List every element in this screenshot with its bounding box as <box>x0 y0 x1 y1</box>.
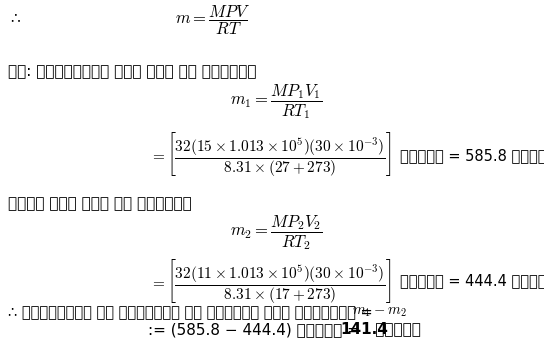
Text: $m_1 - m_2$: $m_1 - m_2$ <box>352 304 407 319</box>
Text: ग्राम: ग्राम <box>370 322 421 337</box>
Text: $m_2 = \dfrac{MP_2V_2}{RT_2}$: $m_2 = \dfrac{MP_2V_2}{RT_2}$ <box>230 213 323 252</box>
Text: अन्त में गैस की मात्रा: अन्त में गैस की मात्रा <box>8 196 191 211</box>
Text: $m_1 = \dfrac{MP_1V_1}{RT_1}$: $m_1 = \dfrac{MP_1V_1}{RT_1}$ <box>230 82 323 121</box>
Text: := (585.8 − 444.4) ग्राम =: := (585.8 − 444.4) ग्राम = <box>148 322 364 337</box>
Text: ∴ सिलिण्डर से ऑक्सीजन की निकाली गयी मांत्रा =: ∴ सिलिण्डर से ऑक्सीजन की निकाली गयी मांत… <box>8 305 377 320</box>
Text: 141.4: 141.4 <box>340 322 388 337</box>
Text: ग्राम = 444.4 ग्राम: ग्राम = 444.4 ग्राम <box>400 273 544 288</box>
Text: $= \left[\dfrac{32(11 \times 1.013 \times 10^5)(30 \times 10^{-3})}{8.31 \times : $= \left[\dfrac{32(11 \times 1.013 \time… <box>150 257 392 305</box>
Text: ग्राम = 585.8 ग्राम: ग्राम = 585.8 ग्राम <box>400 148 544 163</box>
Text: ∴: ∴ <box>10 10 20 25</box>
Text: $m = \dfrac{MPV}{RT}$: $m = \dfrac{MPV}{RT}$ <box>175 4 250 37</box>
Text: $= \left[\dfrac{32(15 \times 1.013 \times 10^5)(30 \times 10^{-3})}{8.31 \times : $= \left[\dfrac{32(15 \times 1.013 \time… <box>150 130 392 178</box>
Text: अत: प्रारम्भ में गैस की मात्रा: अत: प्रारम्भ में गैस की मात्रा <box>8 64 257 79</box>
